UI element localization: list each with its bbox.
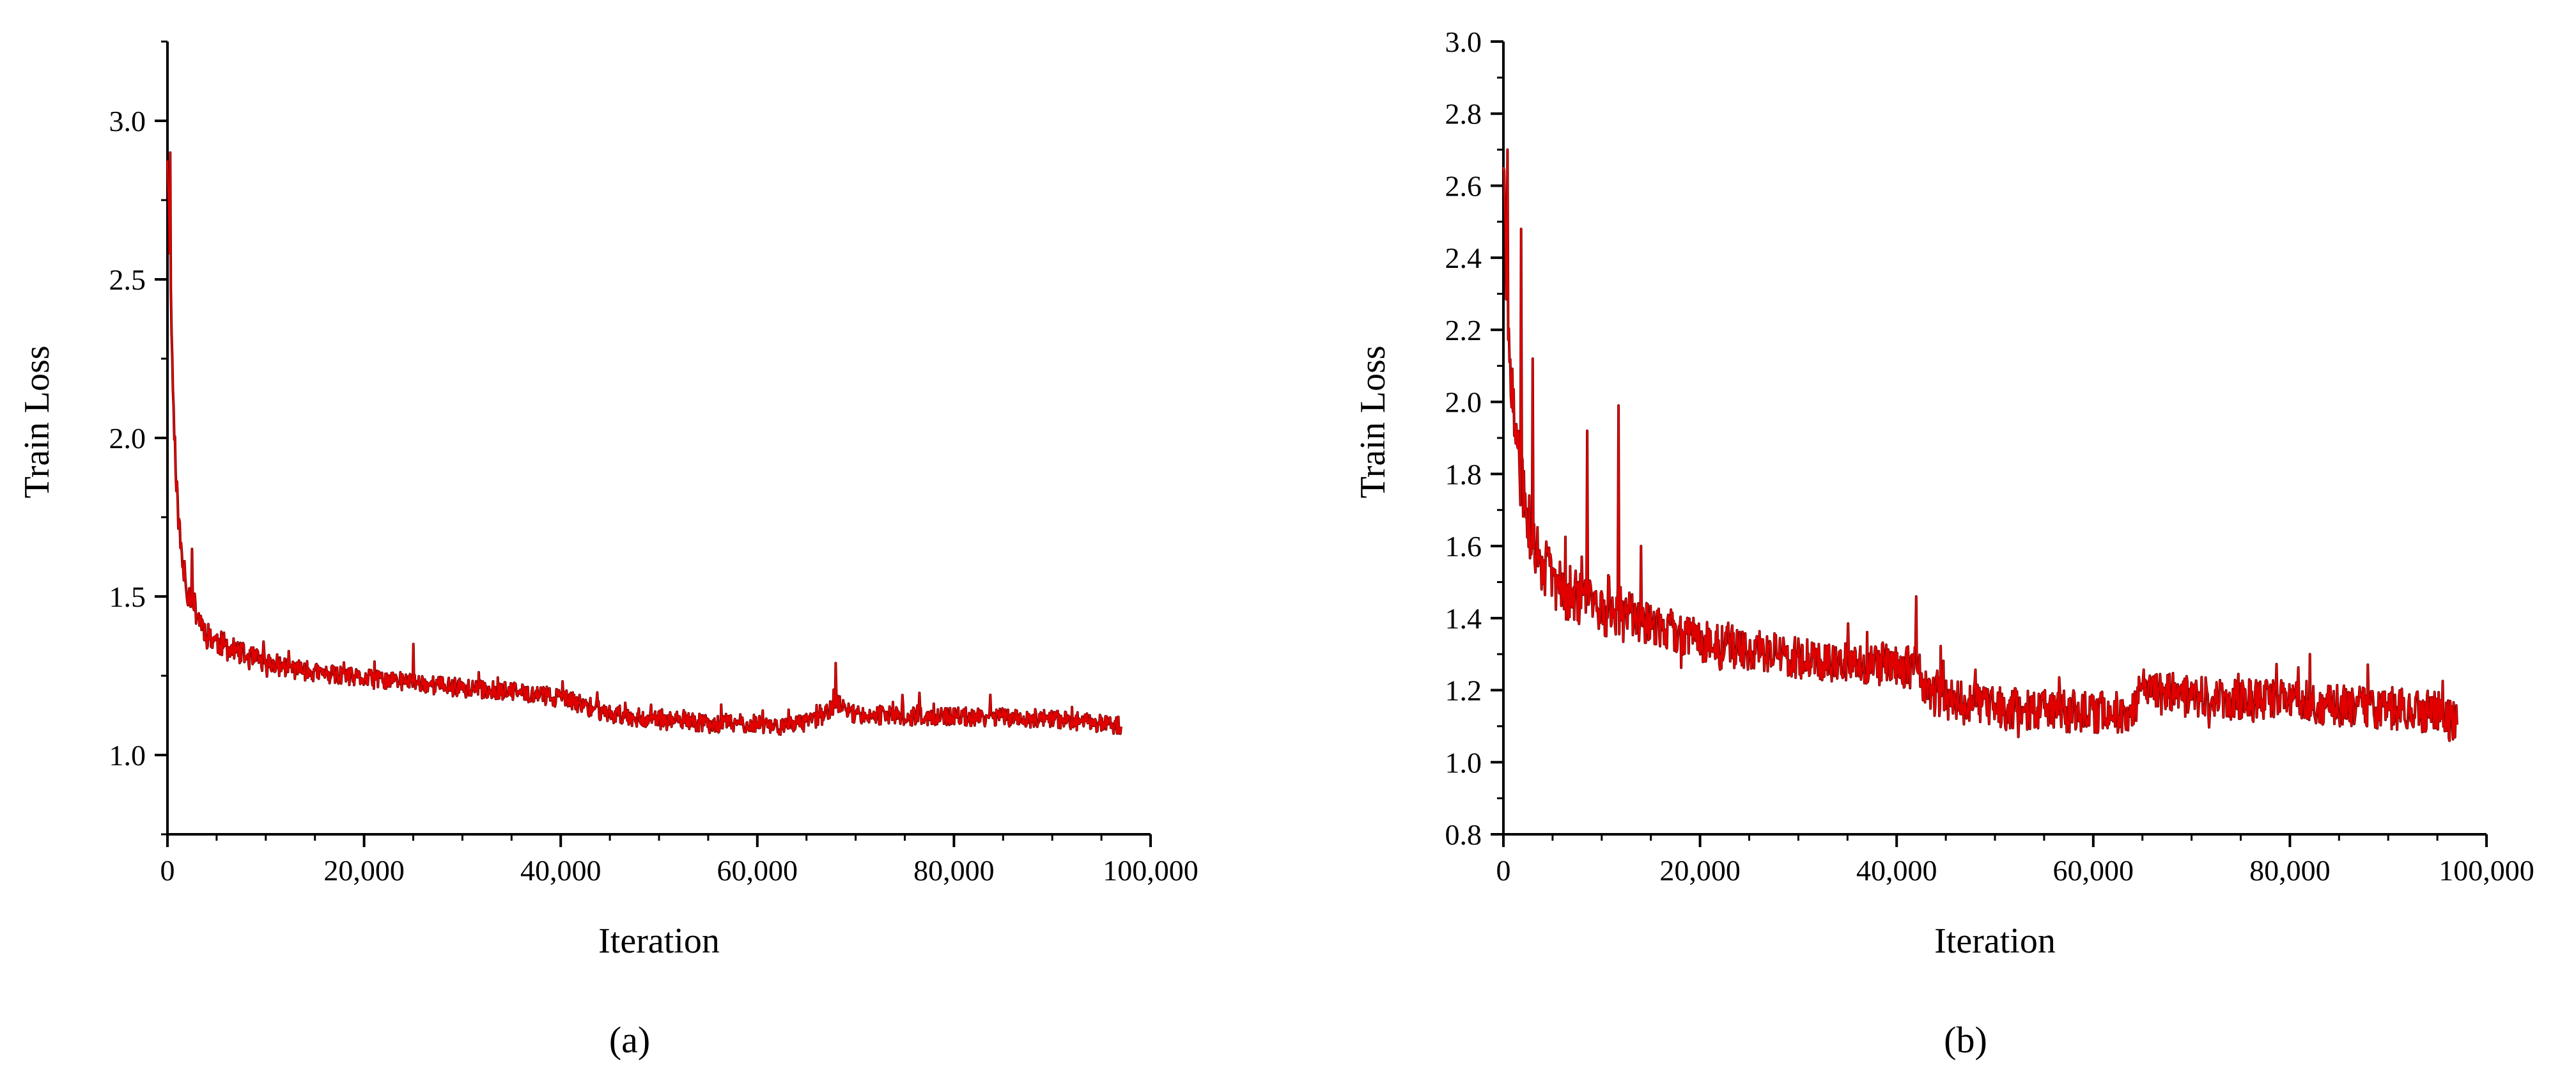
panel-b-label: (b) bbox=[1944, 1019, 1987, 1061]
y-tick-label: 1.0 bbox=[109, 739, 146, 772]
x-tick-label: 60,000 bbox=[717, 854, 798, 887]
x-tick-label: 20,000 bbox=[1659, 854, 1741, 887]
panel-b-x-ticks: 0 20,000 40,000 60,000 80,000 100,000 bbox=[1496, 834, 2534, 887]
y-tick-label: 2.8 bbox=[1445, 98, 1482, 130]
y-tick-label: 2.0 bbox=[1445, 386, 1482, 419]
panel-a-x-axis-title: Iteration bbox=[598, 921, 720, 961]
y-tick-label: 1.0 bbox=[1445, 746, 1482, 779]
y-tick-label: 2.2 bbox=[1445, 314, 1482, 347]
y-tick-label: 2.4 bbox=[1445, 242, 1482, 274]
y-tick-label: 2.6 bbox=[1445, 169, 1482, 202]
x-tick-label: 0 bbox=[1496, 854, 1511, 887]
y-tick-label: 1.6 bbox=[1445, 530, 1482, 563]
panel-b-y-ticks: 0.8 1.0 1.2 1.4 1.6 1.8 2.0 2.2 2.4 2.6 2.8 3.0 bbox=[1445, 26, 1503, 851]
x-tick-label: 100,000 bbox=[2439, 854, 2534, 887]
panel-a-y-axis-title: Train Loss bbox=[17, 345, 57, 498]
panel-a-series-line-shadow bbox=[166, 151, 1122, 736]
x-tick-label: 0 bbox=[160, 854, 175, 887]
panel-b: 0 20,000 40,000 60,000 80,000 100,000 0.8 1.0 1… bbox=[1353, 26, 2534, 1061]
panel-a-series-line bbox=[166, 152, 1122, 736]
x-tick-label: 100,000 bbox=[1103, 854, 1199, 887]
panel-b-series-line bbox=[1502, 148, 2458, 742]
y-tick-label: 2.5 bbox=[109, 263, 146, 296]
panel-b-y-axis-title: Train Loss bbox=[1353, 345, 1393, 498]
panel-a: 0 20,000 40,000 60,000 80,000 100,000 1.0 1.5 2… bbox=[17, 40, 1199, 1061]
x-tick-label: 60,000 bbox=[2053, 854, 2134, 887]
y-tick-label: 1.2 bbox=[1445, 674, 1482, 707]
y-tick-label: 3.0 bbox=[109, 105, 146, 137]
y-tick-label: 1.5 bbox=[109, 580, 146, 613]
panel-b-series-line-shadow bbox=[1502, 148, 2458, 742]
y-tick-label: 1.8 bbox=[1445, 458, 1482, 490]
y-tick-label: 3.0 bbox=[1445, 26, 1482, 58]
x-tick-label: 40,000 bbox=[1856, 854, 1937, 887]
panel-a-label: (a) bbox=[609, 1019, 650, 1061]
x-tick-label: 80,000 bbox=[913, 854, 995, 887]
panel-b-x-axis-title: Iteration bbox=[1934, 921, 2056, 961]
panel-a-x-ticks: 0 20,000 40,000 60,000 80,000 100,000 bbox=[160, 834, 1199, 887]
y-tick-label: 1.4 bbox=[1445, 602, 1482, 635]
x-tick-label: 80,000 bbox=[2249, 854, 2331, 887]
y-tick-label: 2.0 bbox=[109, 422, 146, 455]
x-tick-label: 40,000 bbox=[520, 854, 601, 887]
x-tick-label: 20,000 bbox=[323, 854, 405, 887]
y-tick-label: 0.8 bbox=[1445, 818, 1482, 851]
panel-a-y-ticks: 1.0 1.5 2.0 2.5 3.0 bbox=[109, 40, 167, 836]
